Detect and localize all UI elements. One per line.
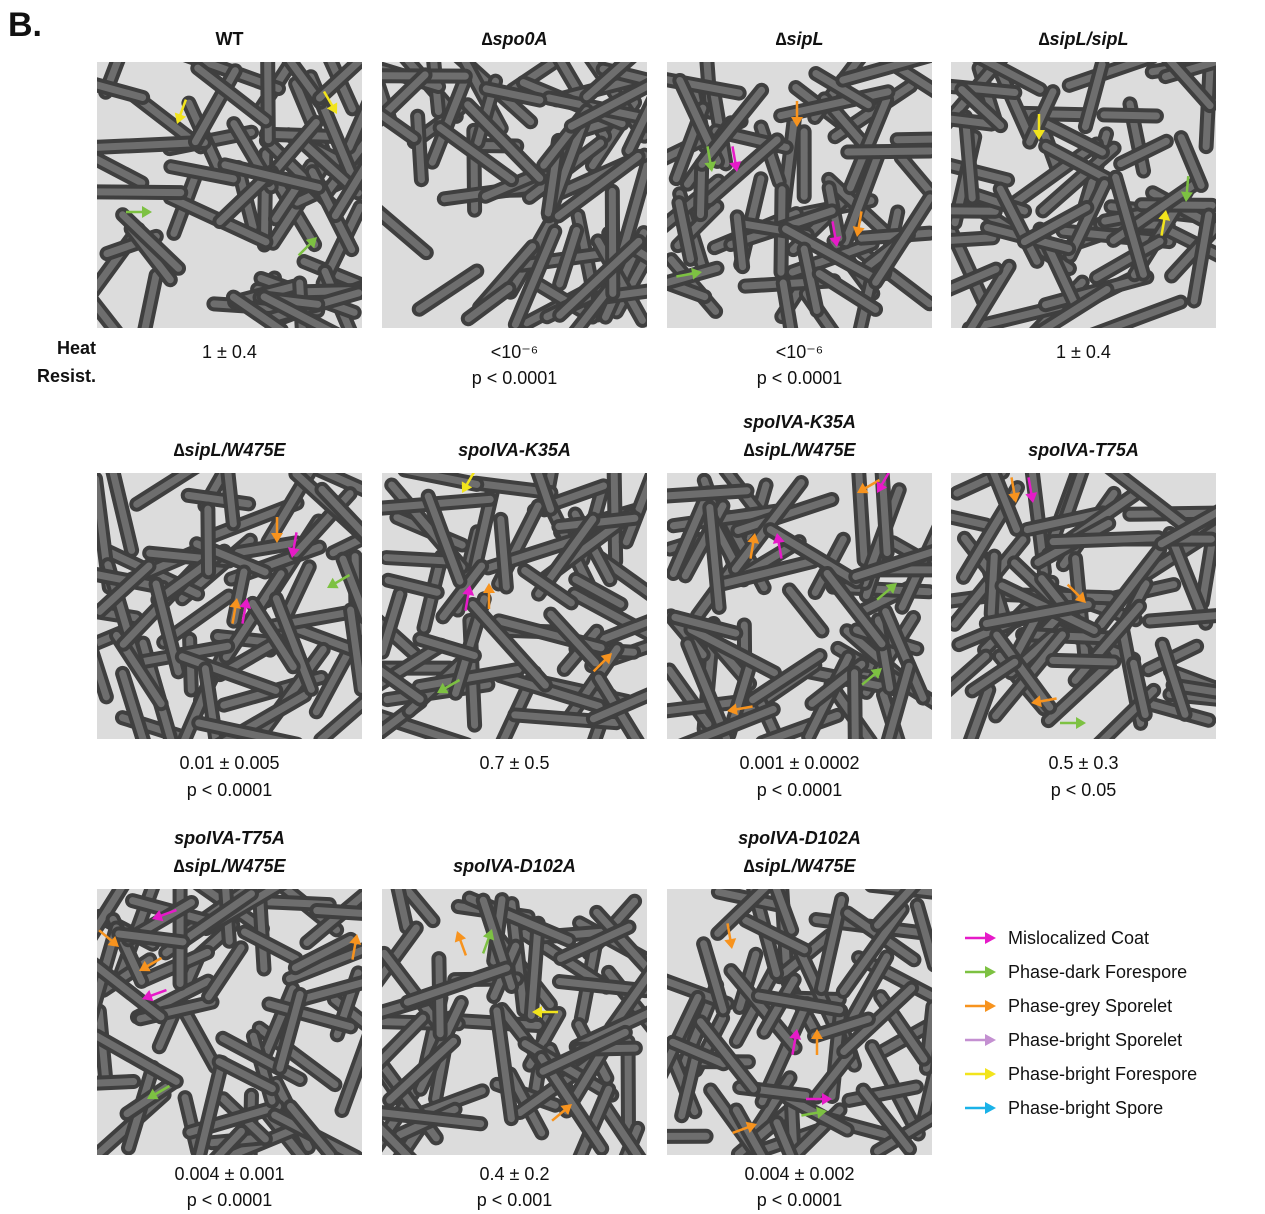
p-value: p < 0.0001	[757, 368, 843, 388]
micrograph	[76, 33, 385, 365]
p-value: p < 0.001	[477, 1190, 553, 1210]
panel-title: spoIVA-D102A	[453, 856, 576, 876]
panel-title: ∆sipL/W475E	[743, 440, 856, 460]
panel-title: WT	[216, 29, 244, 49]
heat-resistance: 0.004 ± 0.001	[175, 1164, 285, 1184]
legend-label: Phase-bright Spore	[1008, 1098, 1163, 1118]
legend-label: Phase-bright Forespore	[1008, 1064, 1197, 1084]
micrograph	[340, 438, 690, 776]
panel-title: spoIVA-T75A	[174, 828, 285, 848]
micrograph	[650, 459, 972, 766]
panel-title: ∆sipL/W475E	[173, 856, 286, 876]
micrograph	[58, 447, 395, 761]
p-value: p < 0.05	[1051, 780, 1117, 800]
legend-label: Phase-dark Forespore	[1008, 962, 1187, 982]
panel-title: spoIVA-K35A	[458, 440, 571, 460]
panel-title: ∆sipL	[775, 29, 823, 49]
heat-resistance: <10⁻⁶	[776, 342, 823, 362]
micrograph	[625, 31, 954, 365]
legend-arrow-head	[985, 1034, 996, 1046]
panel-title: ∆sipL/W475E	[743, 856, 856, 876]
legend-arrow-head	[985, 1068, 996, 1080]
heat-resistance: 0.001 ± 0.0002	[740, 753, 860, 773]
panel-title: spoIVA-K35A	[743, 412, 856, 432]
micrograph	[355, 28, 667, 352]
micrograph	[637, 853, 956, 1173]
panel-title: spoIVA-T75A	[1028, 440, 1139, 460]
heat-resistance: 1 ± 0.4	[202, 342, 257, 362]
heat-resistance: 0.5 ± 0.3	[1049, 753, 1119, 773]
p-value: p < 0.0001	[187, 780, 273, 800]
micrograph	[72, 873, 404, 1202]
micrograph	[348, 859, 671, 1188]
legend-label: Phase-bright Sporelet	[1008, 1030, 1182, 1050]
p-value: p < 0.0001	[472, 368, 558, 388]
panel-title: ∆spo0A	[481, 29, 547, 49]
legend-arrow-head	[985, 932, 996, 944]
panel-title: spoIVA-D102A	[738, 828, 861, 848]
heat-resistance: 0.7 ± 0.5	[480, 753, 550, 773]
heat-resistance: 0.4 ± 0.2	[480, 1164, 550, 1184]
legend-label: Phase-grey Sporelet	[1008, 996, 1172, 1016]
p-value: p < 0.0001	[757, 1190, 843, 1210]
legend-arrow-head	[985, 966, 996, 978]
legend-arrow-head	[985, 1000, 996, 1012]
heat-resistance: <10⁻⁶	[491, 342, 538, 362]
panel-label: B.	[8, 6, 42, 44]
row-label: Resist.	[37, 366, 96, 386]
heat-resistance: 0.004 ± 0.002	[745, 1164, 855, 1184]
heat-resistance: 1 ± 0.4	[1056, 342, 1111, 362]
panel-title: ∆sipL/W475E	[173, 440, 286, 460]
figure: B. Heat Resist. WT 1 ± 0.4 ∆spo0A <10⁻⁶ p < …	[0, 0, 1265, 1214]
p-value: p < 0.0001	[757, 780, 843, 800]
heat-resistance: 0.01 ± 0.005	[180, 753, 280, 773]
panel-title: ∆sipL/sipL	[1038, 29, 1128, 49]
legend-arrow-head	[985, 1102, 996, 1114]
micrograph	[919, 432, 1256, 756]
micrograph	[914, 46, 1241, 360]
p-value: p < 0.0001	[187, 1190, 273, 1210]
legend-label: Mislocalized Coat	[1008, 928, 1149, 948]
row-label: Heat	[57, 338, 96, 358]
